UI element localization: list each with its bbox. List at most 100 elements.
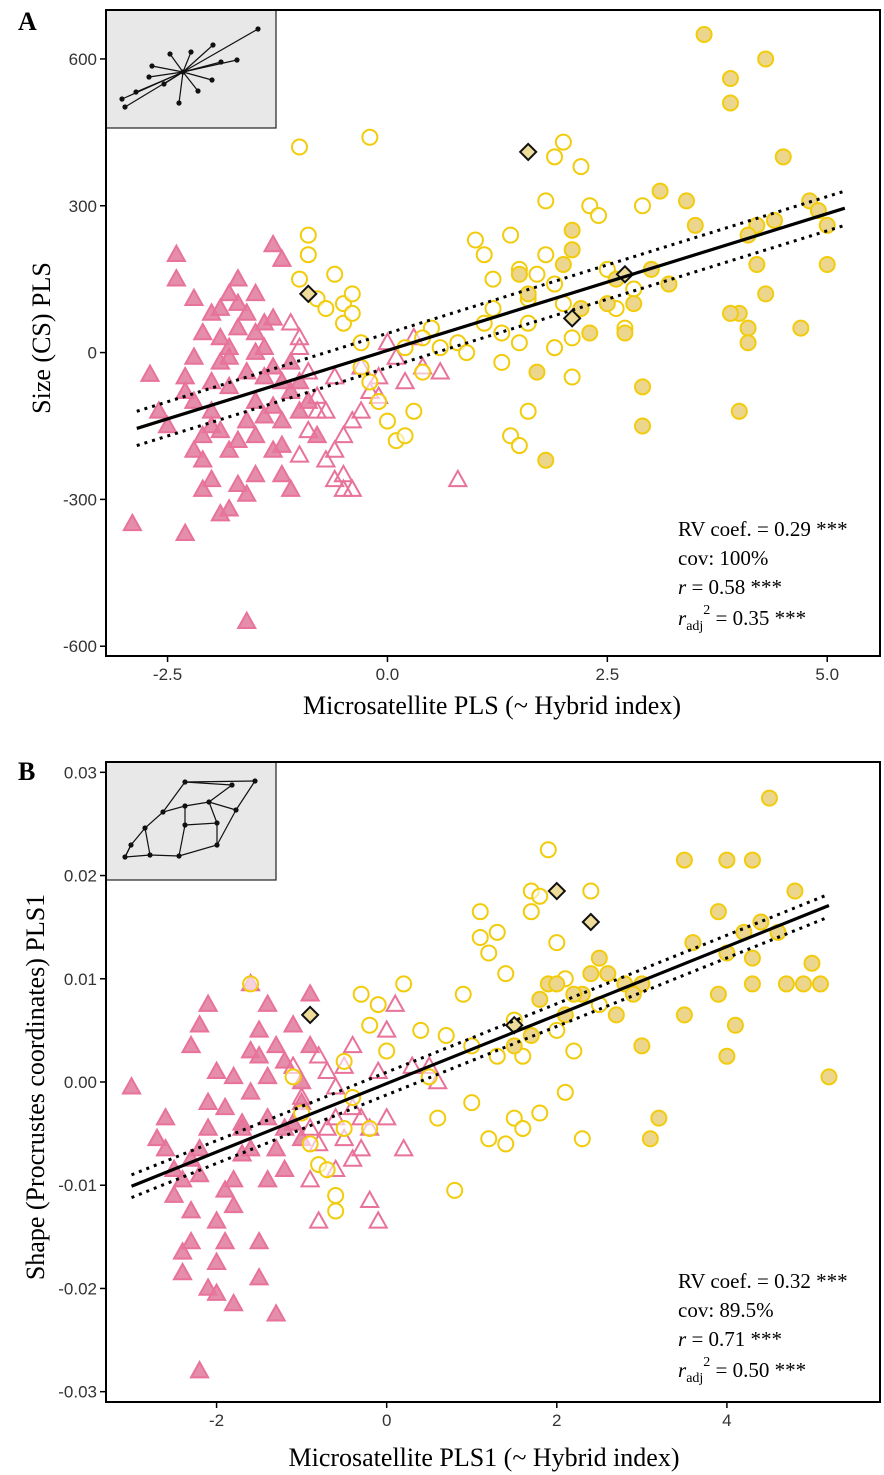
parent-species-b-point bbox=[752, 913, 770, 931]
parent-species-a-point bbox=[245, 424, 266, 444]
parent-species-a-point bbox=[206, 1282, 227, 1301]
parent-species-a-point bbox=[201, 370, 222, 390]
parent-species-b-point bbox=[581, 324, 599, 342]
hybrid-b-point bbox=[573, 1130, 591, 1148]
hybrid-b-point bbox=[563, 329, 581, 347]
parent-species-b-point bbox=[803, 954, 821, 972]
x-axis-title: Microsatellite PLS (~ Hybrid index) bbox=[303, 691, 681, 720]
parent-species-a-point bbox=[155, 1138, 176, 1157]
hybrid-b-point bbox=[396, 427, 414, 445]
parent-species-b-point bbox=[794, 975, 812, 993]
parent-species-b-point bbox=[718, 1047, 736, 1065]
hybrid-a-point bbox=[342, 1096, 363, 1116]
hybrid-a-point bbox=[376, 1019, 397, 1038]
hybrid-a-point bbox=[315, 400, 337, 419]
parent-species-a-point bbox=[248, 1230, 270, 1250]
parent-species-a-point bbox=[240, 1081, 261, 1100]
parent-species-b-point bbox=[678, 192, 695, 210]
hybrid-b-point bbox=[327, 1187, 345, 1205]
x-axis-title: Microsatellite PLS1 (~ Hybrid index) bbox=[288, 1443, 679, 1472]
plot-frame bbox=[105, 9, 881, 657]
parent-species-a-point bbox=[189, 1163, 210, 1183]
parent-species-b-point bbox=[721, 70, 739, 88]
r2-text: radj2 = 0.35 *** bbox=[678, 603, 806, 634]
hybrid-b-point bbox=[493, 353, 511, 371]
hybrid-b-point bbox=[299, 246, 317, 264]
hybrid-a-point bbox=[298, 419, 319, 439]
x-tick-label: -2.5 bbox=[153, 665, 182, 684]
y-tick-label: -300 bbox=[63, 490, 97, 509]
reference-specimen-point bbox=[562, 308, 582, 328]
parent-species-a-point bbox=[157, 414, 178, 434]
hybrid-a-point bbox=[324, 468, 345, 488]
hybrid-b-point bbox=[519, 402, 537, 420]
hybrid-b-point bbox=[488, 1047, 506, 1065]
parent-species-a-point bbox=[227, 473, 249, 493]
parent-species-b-point bbox=[760, 789, 778, 807]
parent-species-b-point bbox=[522, 1027, 540, 1045]
hybrid-b-point bbox=[537, 246, 555, 264]
parent-species-a-point bbox=[245, 390, 266, 409]
hybrid-a-point bbox=[324, 439, 345, 458]
parent-species-a-point bbox=[271, 248, 293, 267]
parent-species-a-point bbox=[210, 419, 231, 439]
parent-species-a-point bbox=[121, 1076, 142, 1095]
parent-species-a-point bbox=[223, 1194, 244, 1214]
hybrid-b-point bbox=[493, 324, 511, 342]
parent-species-b-point bbox=[709, 903, 727, 921]
hybrid-a-point bbox=[350, 400, 372, 419]
hybrid-b-point bbox=[343, 304, 361, 322]
parent-species-a-point bbox=[257, 1107, 278, 1126]
parent-species-b-point bbox=[548, 975, 566, 993]
hybrid-a-point bbox=[359, 1189, 380, 1209]
parent-species-b-point bbox=[721, 94, 739, 112]
x-tick-label: 4 bbox=[722, 1411, 731, 1430]
parent-species-b-point bbox=[616, 324, 634, 342]
x-tick-label: 2.5 bbox=[596, 665, 620, 684]
ci-upper-line bbox=[136, 189, 846, 413]
hybrid-b-point bbox=[546, 339, 564, 357]
parent-species-a-point bbox=[189, 1359, 210, 1379]
parent-species-a-point bbox=[174, 380, 196, 400]
y-tick-label: 0.02 bbox=[64, 867, 97, 886]
parent-species-a-point bbox=[192, 478, 214, 497]
hybrid-a-point bbox=[384, 993, 406, 1012]
hybrid-b-point bbox=[546, 275, 564, 293]
parent-species-a-point bbox=[265, 1303, 287, 1322]
rv-coef-text: RV coef. = 0.29 *** bbox=[678, 517, 848, 541]
hybrid-b-point bbox=[378, 1042, 396, 1060]
hybrid-b-point bbox=[463, 1094, 481, 1112]
y-axis-title: Size (CS) PLS bbox=[27, 262, 56, 414]
parent-species-a-point bbox=[210, 297, 231, 316]
hybrid-a-point bbox=[299, 1117, 321, 1136]
parent-species-b-point bbox=[625, 295, 643, 313]
panel-label: B bbox=[18, 757, 35, 786]
parent-species-b-point bbox=[739, 334, 757, 352]
parent-species-a-point bbox=[163, 1184, 185, 1203]
hybrid-b-point bbox=[458, 344, 476, 362]
parent-species-a-point bbox=[289, 400, 310, 419]
y-axis-title: Shape (Procrustes coordinates) PLS1 bbox=[21, 894, 50, 1280]
parent-species-b-point bbox=[634, 378, 652, 396]
parent-species-a-point bbox=[183, 346, 205, 365]
x-tick-label: 2 bbox=[552, 1411, 561, 1430]
parent-species-b-point bbox=[633, 1037, 651, 1055]
x-axis: -2.5 0.0 2.5 5.0 bbox=[153, 656, 839, 684]
hybrid-b-point bbox=[572, 158, 590, 176]
parent-species-a-point bbox=[257, 1169, 278, 1188]
parent-species-a-point bbox=[265, 1138, 287, 1157]
parent-species-a-point bbox=[236, 483, 257, 502]
parent-species-a-point bbox=[218, 282, 240, 302]
hybrid-b-point bbox=[480, 1130, 498, 1148]
parent-species-b-point bbox=[777, 975, 795, 993]
y-tick-label: -600 bbox=[63, 637, 97, 656]
hybrid-b-point bbox=[437, 1027, 455, 1045]
parent-species-b-point bbox=[721, 304, 739, 322]
parent-species-a-point bbox=[245, 282, 266, 302]
shape-inset bbox=[105, 9, 277, 129]
parent-species-a-point bbox=[122, 512, 143, 532]
parent-species-b-point bbox=[695, 25, 713, 43]
hybrid-b-point bbox=[531, 1104, 549, 1122]
y-tick-label: 300 bbox=[69, 197, 97, 216]
parent-species-a-point bbox=[201, 400, 222, 419]
